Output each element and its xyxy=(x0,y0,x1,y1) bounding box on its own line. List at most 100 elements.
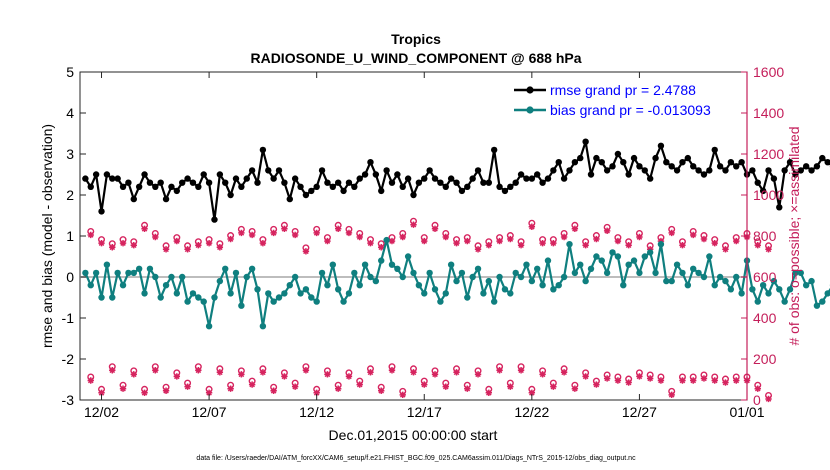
bias-point xyxy=(453,277,460,285)
obs-assimilated-marker xyxy=(507,235,514,243)
bias-point xyxy=(824,290,830,297)
obs-assimilated-marker xyxy=(345,373,353,380)
obs-marker-bottom xyxy=(388,363,396,374)
obs-assimilated-marker xyxy=(227,385,234,392)
rmse-point xyxy=(114,175,121,182)
obs-marker-top xyxy=(248,227,256,239)
obs-marker-top xyxy=(334,221,342,232)
bias-point xyxy=(781,298,788,305)
bias-point xyxy=(324,282,331,289)
rmse-point xyxy=(539,179,546,186)
obs-marker-bottom xyxy=(549,379,557,390)
obs-marker-bottom xyxy=(657,373,665,384)
obs-marker-bottom xyxy=(216,365,224,376)
rmse-point xyxy=(437,179,444,186)
obs-assimilated-marker xyxy=(614,377,622,384)
obs-assimilated-marker xyxy=(195,367,202,374)
obs-assimilated-marker xyxy=(539,239,546,247)
obs-marker-bottom xyxy=(678,373,686,384)
y-tick-label-left: -3 xyxy=(62,392,75,408)
bias-point xyxy=(738,290,745,297)
obs-assimilated-marker xyxy=(464,237,471,245)
bias-point xyxy=(700,273,708,281)
bias-point xyxy=(195,294,202,301)
obs-marker-top xyxy=(625,238,633,249)
bias-point xyxy=(152,273,159,281)
bias-point xyxy=(754,298,761,305)
bias-point xyxy=(141,290,148,297)
bias-point xyxy=(447,261,455,268)
obs-assimilated-marker xyxy=(87,231,94,239)
obs-marker-top xyxy=(754,238,762,249)
bias-point xyxy=(641,253,648,260)
rmse-point xyxy=(485,179,493,186)
obs-assimilated-marker xyxy=(646,375,654,382)
obs-assimilated-marker xyxy=(421,237,428,245)
bias-point xyxy=(517,273,525,281)
rmse-point xyxy=(776,204,783,211)
obs-assimilated-marker xyxy=(248,381,256,388)
bias-point xyxy=(308,294,315,301)
obs-count-markers xyxy=(87,217,773,403)
obs-assimilated-marker xyxy=(152,367,159,374)
bias-point xyxy=(813,302,821,309)
bias-point xyxy=(87,282,94,289)
rmse-point xyxy=(302,191,310,199)
bias-point xyxy=(394,265,401,272)
obs-marker-top xyxy=(560,229,568,241)
rmse-point xyxy=(361,171,369,178)
rmse-point xyxy=(528,175,536,182)
obs-marker-top xyxy=(614,234,622,245)
obs-assimilated-marker xyxy=(356,233,363,241)
obs-assimilated-marker xyxy=(313,389,320,396)
obs-marker-bottom xyxy=(119,381,127,392)
bias-point xyxy=(135,265,143,272)
x-tick-label: 12/17 xyxy=(407,404,442,420)
rmse-point xyxy=(431,175,439,182)
bias-point xyxy=(458,269,466,277)
rmse-point xyxy=(248,167,256,174)
bias-point xyxy=(657,241,665,248)
obs-marker-bottom xyxy=(431,367,439,378)
obs-marker-top xyxy=(366,236,374,247)
y-tick-label-right: 800 xyxy=(753,228,777,244)
obs-assimilated-marker xyxy=(711,377,718,384)
bias-point xyxy=(254,286,261,293)
obs-assimilated-marker xyxy=(367,369,374,376)
rmse-point xyxy=(92,171,100,178)
rmse-point xyxy=(275,167,283,174)
rmse-point xyxy=(135,183,143,190)
obs-assimilated-marker xyxy=(560,369,568,376)
bias-point xyxy=(770,277,778,285)
obs-assimilated-marker xyxy=(184,246,191,253)
obs-assimilated-marker xyxy=(152,233,159,241)
rmse-point xyxy=(609,163,616,170)
rmse-point xyxy=(695,167,702,174)
obs-assimilated-marker xyxy=(378,244,385,251)
rmse-point xyxy=(232,175,240,182)
bias-point xyxy=(802,282,810,289)
bias-point xyxy=(587,265,595,272)
legend-bias-marker xyxy=(526,106,534,114)
rmse-point xyxy=(603,167,611,174)
bias-point xyxy=(200,298,207,305)
obs-assimilated-marker xyxy=(216,244,224,251)
bias-point xyxy=(523,261,530,268)
obs-assimilated-marker xyxy=(291,383,299,390)
rmse-point xyxy=(281,179,288,186)
rmse-point xyxy=(270,175,277,182)
bias-point xyxy=(378,257,385,264)
rmse-point xyxy=(673,167,681,174)
obs-assimilated-marker xyxy=(130,371,137,378)
rmse-point xyxy=(329,183,337,190)
bias-point xyxy=(776,286,783,293)
rmse-point xyxy=(808,167,815,174)
rmse-point xyxy=(792,171,799,178)
rmse-point xyxy=(254,179,261,186)
obs-marker-top xyxy=(151,229,159,241)
obs-marker-top xyxy=(141,221,149,232)
rmse-point xyxy=(205,179,213,186)
obs-marker-bottom xyxy=(280,369,288,380)
obs-marker-bottom xyxy=(259,365,267,376)
obs-marker-bottom xyxy=(646,371,654,382)
